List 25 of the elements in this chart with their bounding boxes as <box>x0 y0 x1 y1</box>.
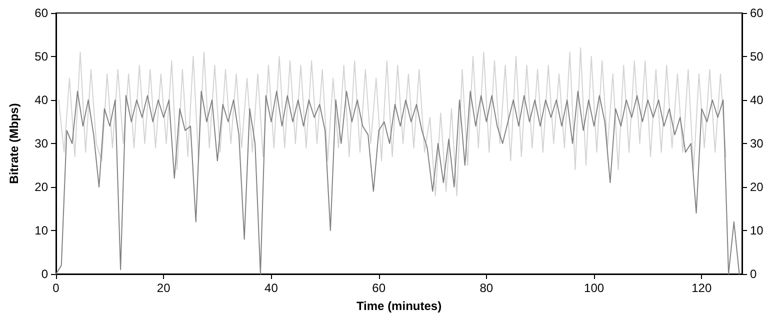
y2-tick-label: 60 <box>750 6 764 20</box>
y-axis-title: Bitrate (Mbps) <box>7 103 21 184</box>
line-series <box>56 90 740 274</box>
y-tick-label: 10 <box>34 224 48 238</box>
y2-tick-label: 10 <box>750 224 764 238</box>
x-tick-label: 0 <box>52 281 60 295</box>
y2-tick-label: 30 <box>750 136 764 150</box>
y-tick-label: 30 <box>34 136 48 150</box>
y-tick-label: 50 <box>34 50 48 64</box>
x-tick-label: 80 <box>480 281 494 295</box>
x-tick-label: 20 <box>156 281 171 295</box>
y-tick-label: 40 <box>34 93 48 107</box>
line-series <box>58 47 726 196</box>
y-tick-label: 20 <box>34 180 48 194</box>
x-tick-label: 120 <box>692 281 712 295</box>
y-tick-label: 0 <box>41 267 48 281</box>
x-tick-label: 40 <box>264 281 278 295</box>
x-tick-label: 60 <box>372 281 386 295</box>
x-axis-title: Time (minutes) <box>356 299 442 313</box>
y2-tick-label: 20 <box>750 180 764 194</box>
y2-tick-label: 50 <box>750 50 764 64</box>
y2-tick-label: 40 <box>750 93 764 107</box>
x-tick-label: 100 <box>584 281 604 295</box>
y2-tick-label: 0 <box>750 267 757 281</box>
y-tick-label: 60 <box>34 6 48 20</box>
